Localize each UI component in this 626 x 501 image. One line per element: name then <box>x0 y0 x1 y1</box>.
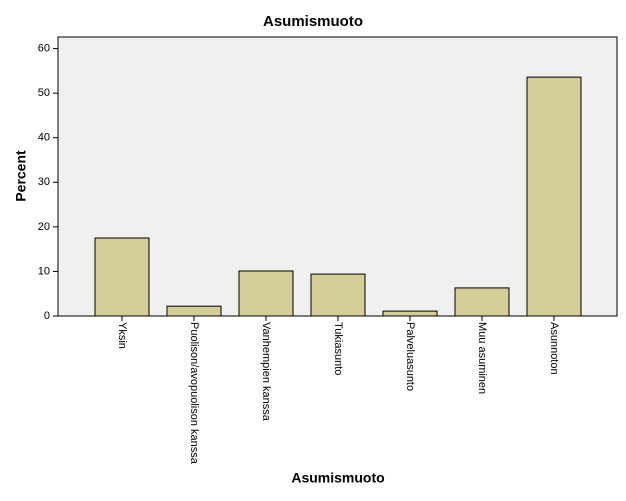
chart-title: Asumismuoto <box>263 13 363 30</box>
x-tick-label: Tukiasunto <box>332 322 344 375</box>
bar <box>454 287 510 317</box>
bar <box>238 270 294 317</box>
bar <box>382 310 438 317</box>
bar <box>94 237 150 317</box>
y-axis-title: Percent <box>13 150 29 202</box>
y-tick-label: 20 <box>38 221 50 233</box>
y-tick-label: 60 <box>38 42 50 54</box>
x-tick-label: Yksin <box>116 322 128 349</box>
y-tick-label: 0 <box>44 310 50 322</box>
y-tick-label: 40 <box>38 132 50 144</box>
x-axis-title: Asumismuoto <box>291 470 384 486</box>
x-tick-label: Palveluasunto <box>404 322 416 391</box>
y-tick-label: 50 <box>38 87 50 99</box>
plot-area <box>57 36 618 317</box>
y-tick-label: 30 <box>38 176 50 188</box>
x-tick-label: Puolison/avopuolison kanssa <box>188 322 200 465</box>
x-tick-label: Asunnoton <box>548 322 560 375</box>
x-tick-label: Vanhempien kanssa <box>260 322 272 422</box>
bar <box>166 305 222 317</box>
bar <box>310 273 366 317</box>
bar <box>526 76 582 317</box>
x-tick-label: Muu asuminen <box>476 322 488 394</box>
y-tick-label: 10 <box>38 265 50 277</box>
